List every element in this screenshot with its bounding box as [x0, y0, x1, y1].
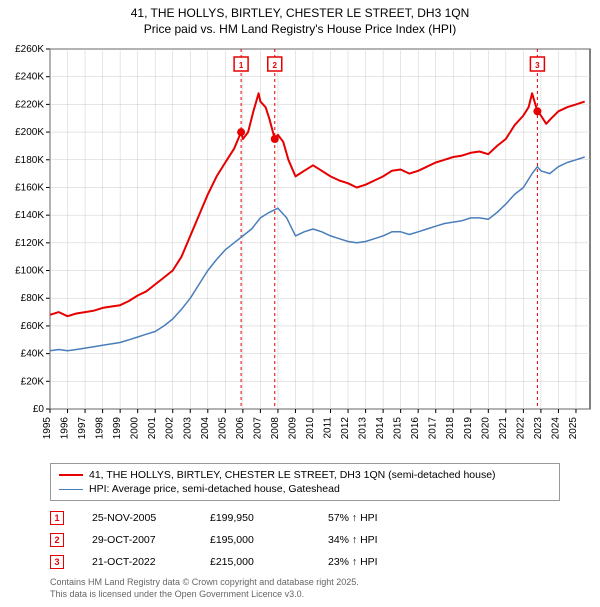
- svg-text:£40K: £40K: [21, 349, 45, 360]
- svg-text:£260K: £260K: [15, 44, 44, 55]
- svg-text:2011: 2011: [323, 417, 334, 439]
- svg-text:2017: 2017: [428, 417, 439, 440]
- sale-diff: 23% ↑ HPI: [328, 556, 418, 568]
- legend-row: 41, THE HOLLYS, BIRTLEY, CHESTER LE STRE…: [59, 468, 551, 482]
- legend-row: HPI: Average price, semi-detached house,…: [59, 482, 551, 496]
- sales-table: 1 25-NOV-2005 £199,950 57% ↑ HPI 2 29-OCT-200…: [50, 507, 560, 573]
- svg-text:£180K: £180K: [15, 155, 44, 166]
- svg-text:1997: 1997: [77, 417, 88, 440]
- svg-text:1995: 1995: [42, 417, 53, 440]
- chart-container: 41, THE HOLLYS, BIRTLEY, CHESTER LE STRE…: [0, 0, 600, 601]
- svg-text:2009: 2009: [287, 417, 298, 440]
- sale-marker-icon: 2: [50, 533, 64, 547]
- legend-label: 41, THE HOLLYS, BIRTLEY, CHESTER LE STRE…: [89, 469, 496, 481]
- footer-attribution: Contains HM Land Registry data © Crown c…: [50, 577, 560, 600]
- sale-date: 29-OCT-2007: [92, 534, 182, 546]
- chart-svg: £0 £20K £40K £60K £80K £100K £120K £140K £160K £1…: [0, 39, 600, 459]
- svg-text:2024: 2024: [550, 417, 561, 440]
- svg-text:2025: 2025: [568, 417, 579, 440]
- svg-text:£100K: £100K: [15, 266, 44, 277]
- sale-price: £195,000: [210, 534, 300, 546]
- legend-swatch: [59, 474, 83, 476]
- footer-line-1: Contains HM Land Registry data © Crown c…: [50, 577, 560, 589]
- legend: 41, THE HOLLYS, BIRTLEY, CHESTER LE STRE…: [50, 463, 560, 501]
- svg-text:2021: 2021: [498, 417, 509, 440]
- svg-text:2002: 2002: [165, 417, 176, 440]
- svg-text:2015: 2015: [393, 417, 404, 440]
- svg-text:2016: 2016: [410, 417, 421, 440]
- svg-text:£80K: £80K: [21, 293, 45, 304]
- svg-text:£140K: £140K: [15, 210, 44, 221]
- svg-text:2003: 2003: [182, 417, 193, 440]
- sale-price: £215,000: [210, 556, 300, 568]
- chart-plot-area: £0 £20K £40K £60K £80K £100K £120K £140K £160K £1…: [0, 39, 600, 459]
- sale-marker-icon: 1: [50, 511, 64, 525]
- footer-line-2: This data is licensed under the Open Gov…: [50, 589, 560, 601]
- svg-text:£200K: £200K: [15, 127, 44, 138]
- svg-text:2004: 2004: [200, 417, 211, 440]
- svg-text:£0: £0: [33, 404, 45, 415]
- sale-row: 3 21-OCT-2022 £215,000 23% ↑ HPI: [50, 551, 560, 573]
- svg-text:£160K: £160K: [15, 183, 44, 194]
- svg-text:2014: 2014: [375, 417, 386, 440]
- svg-text:£240K: £240K: [15, 72, 44, 83]
- svg-text:2020: 2020: [480, 417, 491, 440]
- sale-price: £199,950: [210, 512, 300, 524]
- svg-text:2006: 2006: [235, 417, 246, 440]
- svg-text:2013: 2013: [358, 417, 369, 440]
- svg-text:2012: 2012: [340, 417, 351, 440]
- svg-text:2007: 2007: [252, 417, 263, 440]
- svg-text:1996: 1996: [60, 417, 71, 440]
- svg-text:2019: 2019: [463, 417, 474, 440]
- sale-row: 2 29-OCT-2007 £195,000 34% ↑ HPI: [50, 529, 560, 551]
- svg-text:1999: 1999: [112, 417, 123, 440]
- sale-diff: 34% ↑ HPI: [328, 534, 418, 546]
- sale-date: 25-NOV-2005: [92, 512, 182, 524]
- sale-diff: 57% ↑ HPI: [328, 512, 418, 524]
- svg-text:£220K: £220K: [15, 100, 44, 111]
- sale-marker-icon: 3: [50, 555, 64, 569]
- svg-text:£20K: £20K: [21, 376, 45, 387]
- svg-text:2000: 2000: [130, 417, 141, 440]
- svg-text:1: 1: [239, 61, 244, 70]
- svg-text:2001: 2001: [147, 417, 158, 440]
- svg-text:2023: 2023: [533, 417, 544, 440]
- svg-text:2008: 2008: [270, 417, 281, 440]
- svg-text:2005: 2005: [217, 417, 228, 440]
- legend-swatch: [59, 489, 83, 490]
- chart-title: 41, THE HOLLYS, BIRTLEY, CHESTER LE STRE…: [0, 0, 600, 39]
- svg-text:£60K: £60K: [21, 321, 45, 332]
- legend-label: HPI: Average price, semi-detached house,…: [89, 483, 340, 495]
- svg-text:£120K: £120K: [15, 238, 44, 249]
- svg-text:1998: 1998: [95, 417, 106, 440]
- svg-text:3: 3: [535, 61, 540, 70]
- sale-row: 1 25-NOV-2005 £199,950 57% ↑ HPI: [50, 507, 560, 529]
- svg-text:2010: 2010: [305, 417, 316, 440]
- title-line-2: Price paid vs. HM Land Registry's House …: [0, 22, 600, 38]
- sale-date: 21-OCT-2022: [92, 556, 182, 568]
- svg-text:2018: 2018: [445, 417, 456, 440]
- title-line-1: 41, THE HOLLYS, BIRTLEY, CHESTER LE STRE…: [0, 6, 600, 22]
- svg-text:2: 2: [273, 61, 278, 70]
- svg-text:2022: 2022: [515, 417, 526, 440]
